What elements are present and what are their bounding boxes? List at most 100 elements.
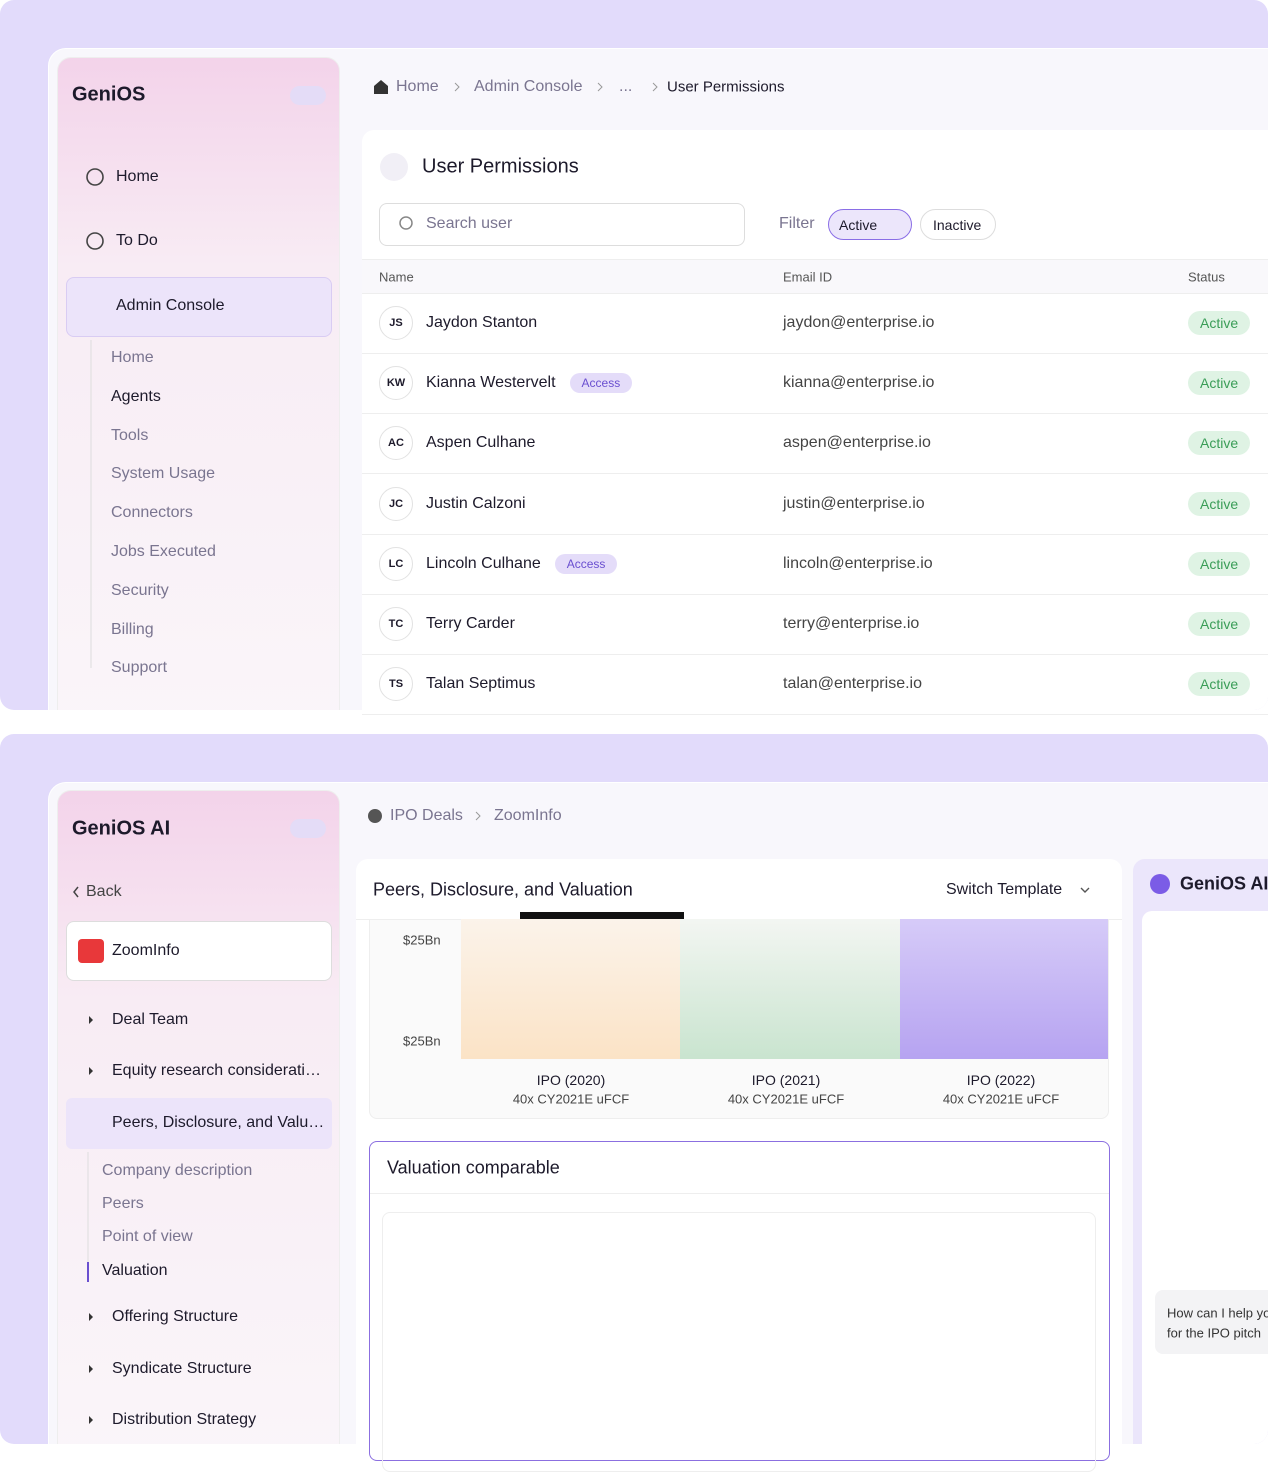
status-pill: Active — [1188, 491, 1251, 516]
filter-chip[interactable] — [828, 209, 912, 240]
column-header: Email ID — [783, 269, 833, 285]
panel-title: User Permissions — [422, 155, 579, 178]
avatar-initials: KW — [386, 377, 406, 390]
valuation-card — [369, 1141, 1110, 1461]
filter-chip-label: Active — [839, 217, 878, 233]
user-email: lincoln@enterprise.io — [783, 554, 933, 572]
user-email: aspen@enterprise.io — [783, 434, 931, 452]
avatar-initials: TC — [388, 618, 404, 630]
search-placeholder: Search user — [426, 215, 513, 232]
avatar — [379, 546, 413, 581]
section-item[interactable]: Equity research considerati… — [112, 1062, 321, 1079]
user-name[interactable]: Kianna Westervelt — [426, 374, 556, 392]
search-icon — [399, 216, 413, 230]
back-link[interactable]: Back — [86, 883, 122, 900]
status-pill: Active — [1188, 311, 1251, 335]
ipo-label: IPO (2022) — [966, 1072, 1036, 1088]
user-name[interactable]: Talan Septimus — [426, 675, 536, 693]
user-email: justin@enterprise.io — [783, 494, 925, 512]
user-name[interactable]: Lincoln Culhane — [426, 554, 541, 572]
breadcrumb-item[interactable]: Admin Console — [474, 78, 583, 95]
subnav-item[interactable]: Agents — [111, 387, 161, 405]
avatar-initials: JS — [389, 317, 403, 329]
ipo-sub: 40x CY2021E uFCF — [727, 1091, 845, 1107]
status-pill: Active — [1188, 431, 1251, 456]
valuation-divider — [370, 1193, 1109, 1194]
user-name[interactable]: Justin Calzoni — [426, 494, 526, 512]
breadcrumb-item[interactable]: ... — [619, 78, 633, 95]
breadcrumb-sep — [454, 82, 460, 92]
section-item[interactable]: Peers, Disclosure, and Valu… — [112, 1114, 325, 1131]
ipo-sub: 40x CY2021E uFCF — [942, 1091, 1060, 1107]
breadcrumb-item[interactable]: User Permissions — [667, 78, 785, 96]
ipo-label: IPO (2020) — [536, 1072, 606, 1088]
access-badge: Access — [554, 553, 618, 574]
back-chevron — [73, 886, 79, 898]
subnav-item[interactable]: Billing — [111, 620, 154, 638]
subnav-item[interactable]: Home — [111, 349, 154, 366]
section-item[interactable]: Syndicate Structure — [112, 1360, 252, 1377]
avatar — [379, 667, 413, 702]
tooltip — [520, 912, 684, 919]
subnav-item[interactable]: Support — [111, 659, 168, 677]
collapse-button[interactable] — [290, 819, 326, 838]
avatar-initials: LC — [388, 557, 404, 570]
back-button[interactable] — [380, 153, 408, 181]
nav-icon — [86, 232, 104, 250]
user-name[interactable]: Aspen Culhane — [426, 434, 536, 452]
caret — [89, 1313, 93, 1321]
section-item[interactable]: Distribution Strategy — [112, 1411, 257, 1428]
subnav-item[interactable]: Connectors — [111, 504, 193, 522]
band — [461, 919, 680, 1059]
section-item[interactable]: Deal Team — [112, 1011, 189, 1028]
avatar-initials: JC — [388, 497, 404, 510]
breadcrumb-item[interactable]: Home — [396, 78, 439, 95]
content-card — [362, 130, 1268, 710]
sub-item[interactable]: Point of view — [102, 1228, 193, 1245]
caret — [89, 1365, 93, 1373]
switch-template[interactable]: Switch Template — [946, 881, 1063, 898]
collapse-button[interactable] — [290, 86, 326, 105]
filter-chip[interactable] — [920, 209, 996, 240]
row-divider — [362, 533, 1268, 535]
nav-item[interactable]: To Do — [116, 232, 158, 249]
search-box[interactable] — [379, 203, 745, 246]
breadcrumb-item[interactable]: IPO Deals — [390, 807, 463, 824]
avatar — [379, 306, 413, 340]
app-box[interactable] — [66, 921, 332, 981]
caret — [89, 1067, 93, 1075]
ipo-label: IPO (2021) — [751, 1072, 821, 1088]
caret — [89, 1416, 93, 1424]
card-title: Peers, Disclosure, and Valuation — [373, 879, 633, 900]
subnav-item[interactable]: System Usage — [111, 465, 216, 483]
section-item[interactable]: Offering Structure — [112, 1308, 238, 1325]
filter-label: Filter — [779, 215, 815, 232]
nav-item[interactable]: Home — [116, 168, 159, 185]
sub-item[interactable]: Company description — [102, 1162, 253, 1179]
breadcrumb-sep — [475, 811, 481, 821]
switch-chevron — [1080, 887, 1090, 893]
user-name[interactable]: Jaydon Stanton — [426, 314, 538, 331]
user-email: talan@enterprise.io — [783, 675, 922, 693]
avatar-initials: AC — [388, 437, 404, 450]
ipo-sub: 40x CY2021E uFCF — [512, 1091, 630, 1107]
nav-item[interactable]: Admin Console — [116, 297, 225, 314]
user-email: jaydon@enterprise.io — [783, 314, 935, 331]
sub-item[interactable]: Valuation — [102, 1262, 168, 1279]
user-name[interactable]: Terry Carder — [426, 615, 515, 632]
assistant-icon — [1150, 874, 1170, 894]
sidebar — [57, 57, 340, 710]
subnav-item[interactable]: Security — [111, 581, 169, 599]
row-divider — [362, 654, 1268, 655]
sub-item[interactable]: Peers — [102, 1195, 144, 1212]
user-email: terry@enterprise.io — [783, 615, 920, 632]
subnav-item[interactable]: Tools — [111, 426, 149, 444]
avatar — [379, 486, 413, 521]
status-pill: Active — [1188, 612, 1251, 636]
breadcrumb-sep — [597, 82, 603, 92]
y-label: $25Bn — [403, 1033, 441, 1049]
subnav-item[interactable]: Jobs Executed — [111, 543, 216, 560]
filter-chip-label: Inactive — [933, 217, 982, 233]
breadcrumb-item[interactable]: ZoomInfo — [494, 807, 562, 824]
